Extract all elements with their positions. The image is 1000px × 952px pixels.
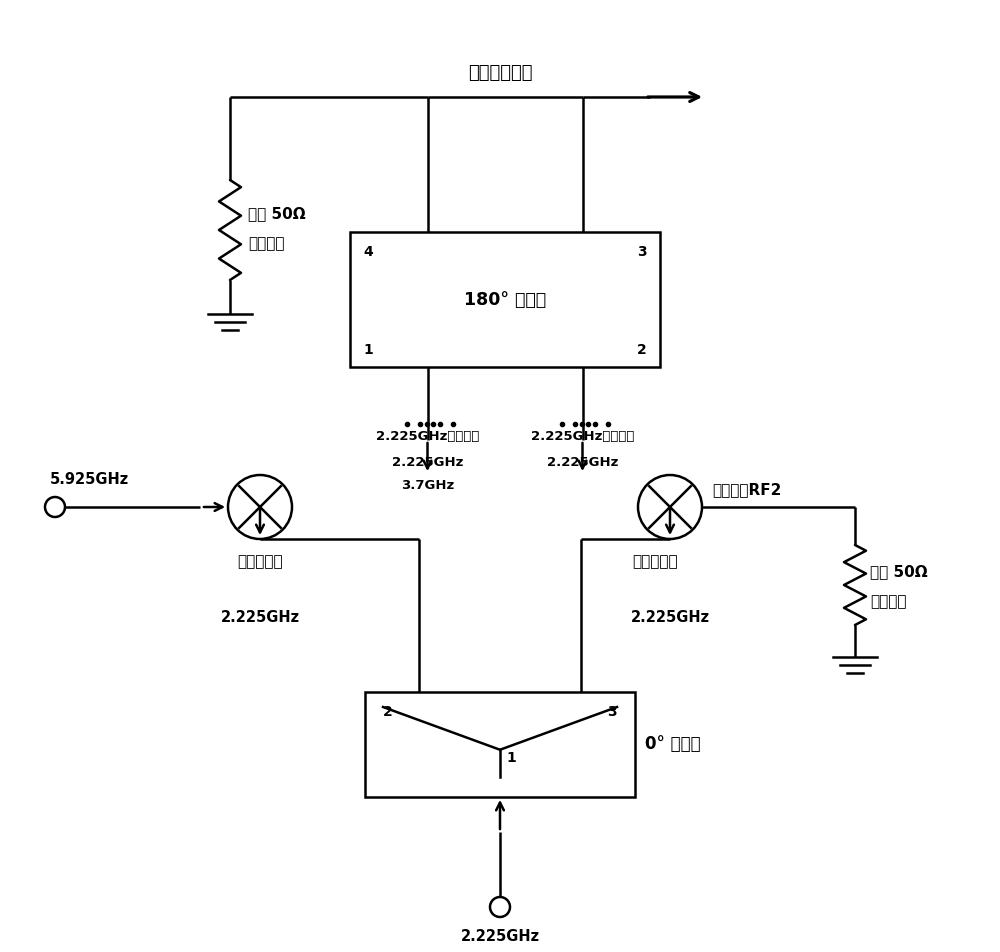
Text: 射频信号RF2: 射频信号RF2: [712, 482, 781, 497]
Text: 3: 3: [607, 705, 617, 719]
Text: 匹配负载: 匹配负载: [248, 236, 285, 251]
Text: 第二混频器: 第二混频器: [632, 554, 678, 569]
Text: 2.225GHz谐波信号: 2.225GHz谐波信号: [376, 430, 479, 443]
Text: 第一 50Ω: 第一 50Ω: [870, 565, 928, 580]
Text: 2.225GHz: 2.225GHz: [392, 456, 463, 469]
Text: 中频输出信号: 中频输出信号: [468, 64, 532, 82]
Text: 0° 功分器: 0° 功分器: [645, 736, 701, 753]
Bar: [365, 692, 635, 797]
Text: 180° 合成桥: 180° 合成桥: [464, 290, 546, 308]
Text: 2.225GHz谐波信号: 2.225GHz谐波信号: [531, 430, 634, 443]
Text: 2.225GHz: 2.225GHz: [460, 929, 540, 944]
Text: 2.225GHz: 2.225GHz: [220, 609, 300, 625]
Text: 第二 50Ω: 第二 50Ω: [248, 207, 306, 222]
Text: 4: 4: [363, 245, 373, 259]
Text: 3.7GHz: 3.7GHz: [401, 479, 454, 492]
Text: 2: 2: [383, 705, 393, 719]
Text: 2.225GHz: 2.225GHz: [630, 609, 710, 625]
Bar: [350, 232, 660, 367]
Text: 1: 1: [506, 751, 516, 765]
Text: 1: 1: [363, 343, 373, 357]
Text: 2.225GHz: 2.225GHz: [547, 456, 618, 469]
Text: 第一混频器: 第一混频器: [237, 554, 283, 569]
Text: 2: 2: [637, 343, 647, 357]
Text: 匹配负载: 匹配负载: [870, 594, 907, 609]
Text: 3: 3: [637, 245, 647, 259]
Text: 5.925GHz: 5.925GHz: [50, 472, 129, 487]
